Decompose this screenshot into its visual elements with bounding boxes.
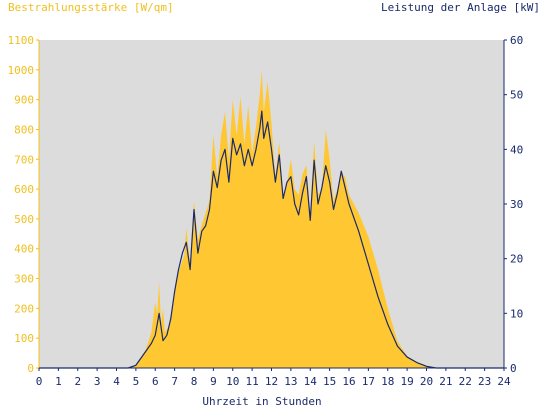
x-tick-label: 11 [246,375,259,388]
x-tick-label: 20 [420,375,433,388]
x-tick-label: 13 [284,375,297,388]
right-axis-ticks: 0 10 20 30 40 50 60 [504,34,523,375]
irradiance-area [39,69,504,368]
x-tick-label: 16 [342,375,355,388]
x-tick-label: 4 [113,375,120,388]
left-tick-label: 600 [14,183,34,196]
x-tick-label: 10 [226,375,239,388]
left-tick-label: 300 [14,273,34,286]
left-tick-label: 500 [14,213,34,226]
left-tick-label: 0 [27,362,34,375]
right-tick-label: 10 [510,307,523,320]
x-tick-label: 9 [210,375,217,388]
x-tick-label: 1 [55,375,62,388]
x-tick-label: 22 [459,375,472,388]
irradiance-area-layer [39,69,504,368]
x-tick-label: 15 [323,375,336,388]
x-tick-label: 18 [381,375,394,388]
left-tick-label: 800 [14,123,34,136]
x-tick-label: 3 [94,375,101,388]
x-tick-label: 0 [36,375,43,388]
left-tick-label: 1000 [8,64,35,77]
power-line [39,110,504,369]
x-tick-label: 19 [401,375,414,388]
x-tick-label: 17 [362,375,375,388]
x-axis-ticks: 0 1 2 3 4 5 6 7 8 9 10 11 12 13 14 15 16 17 18 19 20 21 22 23 24 [36,368,511,388]
left-tick-label: 100 [14,332,34,345]
right-tick-label: 50 [510,89,523,102]
x-tick-label: 7 [171,375,178,388]
left-tick-label: 200 [14,302,34,315]
right-tick-label: 0 [510,362,517,375]
left-axis-ticks: 0 100 200 300 400 500 600 700 800 900 1000 1100 [8,34,39,375]
left-tick-label: 900 [14,94,34,107]
x-tick-label: 5 [133,375,140,388]
power-line-layer [39,110,504,369]
right-tick-label: 20 [510,253,523,266]
right-axis-title: Leistung der Anlage [kW] [381,1,540,14]
right-tick-label: 60 [510,34,523,47]
right-tick-label: 30 [510,198,523,211]
left-tick-label: 700 [14,153,34,166]
x-axis-title: Uhrzeit in Stunden [202,395,321,408]
x-tick-label: 21 [439,375,452,388]
x-tick-label: 14 [304,375,318,388]
left-tick-label: 1100 [8,34,35,47]
left-tick-label: 400 [14,243,34,256]
x-tick-label: 6 [152,375,159,388]
left-axis-title: Bestrahlungsstärke [W/qm] [8,1,174,14]
x-tick-label: 23 [478,375,491,388]
x-tick-label: 8 [191,375,198,388]
right-tick-label: 40 [510,143,523,156]
x-tick-label: 24 [497,375,511,388]
x-tick-label: 12 [265,375,278,388]
x-tick-label: 2 [74,375,81,388]
